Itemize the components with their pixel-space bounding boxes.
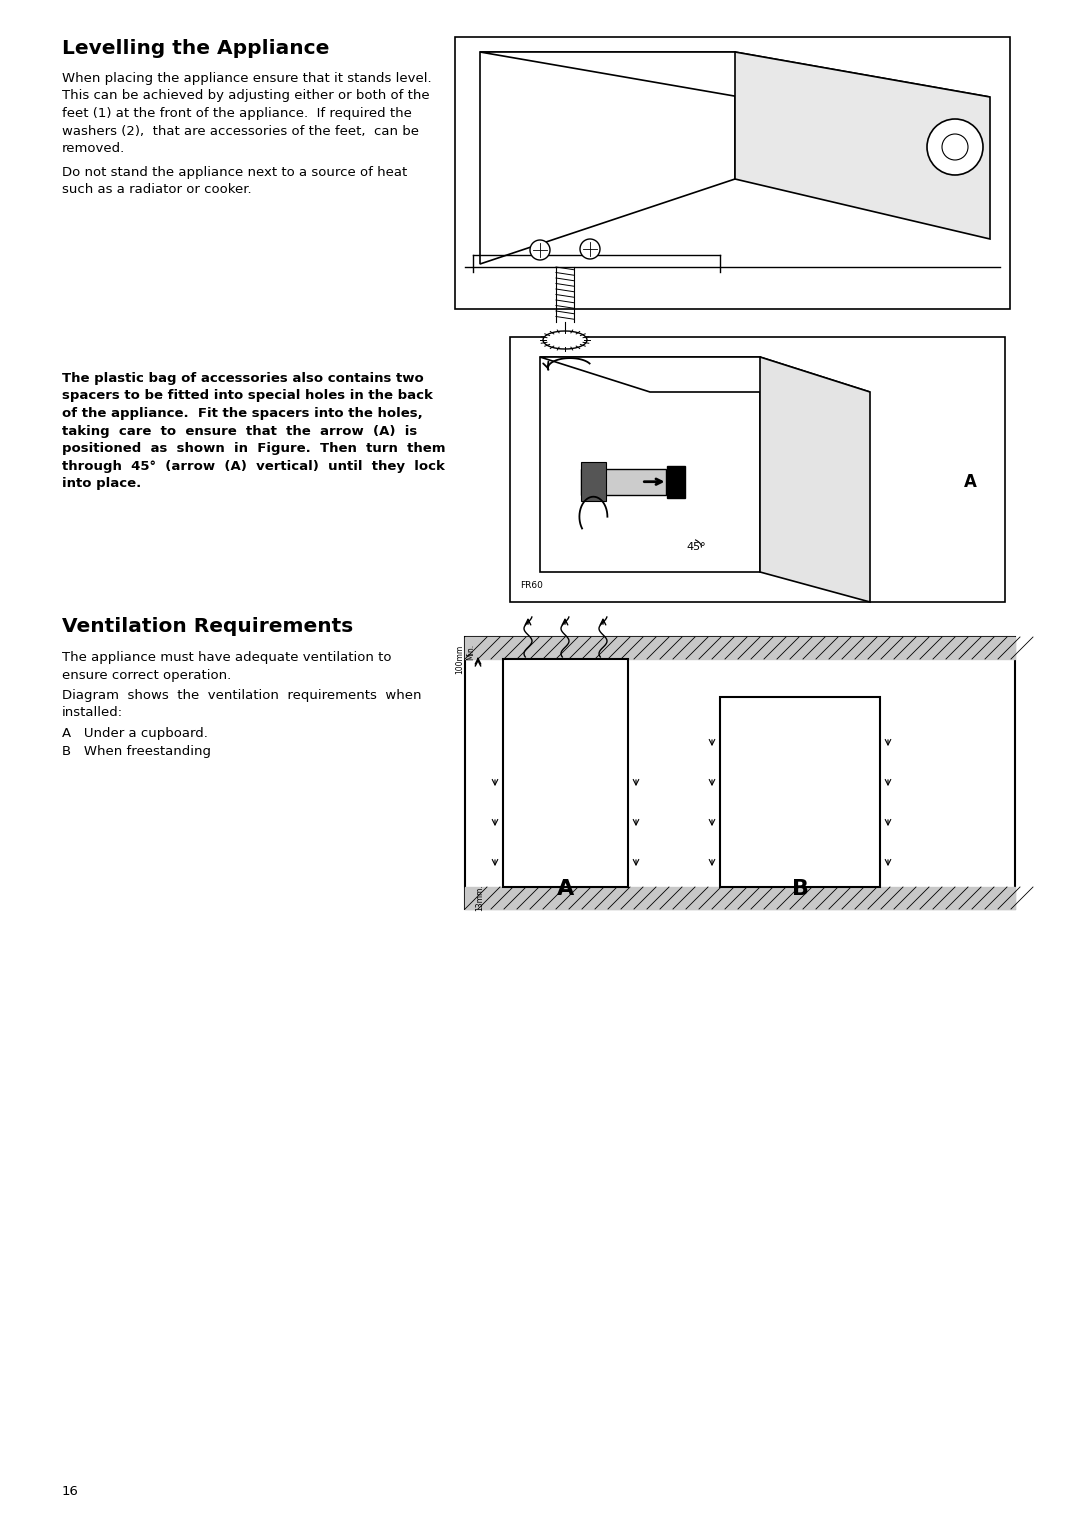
Text: installed:: installed: — [62, 707, 123, 719]
Text: spacers to be fitted into special holes in the back: spacers to be fitted into special holes … — [62, 389, 433, 403]
Text: such as a radiator or cooker.: such as a radiator or cooker. — [62, 183, 252, 195]
Text: into place.: into place. — [62, 476, 141, 490]
Polygon shape — [581, 469, 666, 495]
Text: This can be achieved by adjusting either or both of the: This can be achieved by adjusting either… — [62, 90, 430, 102]
Bar — [455, 37, 1010, 308]
Text: FR60: FR60 — [519, 580, 543, 589]
Polygon shape — [465, 637, 1015, 660]
Text: 45°: 45° — [687, 542, 706, 551]
Text: Levelling the Appliance: Levelling the Appliance — [62, 40, 329, 58]
Text: of the appliance.  Fit the spacers into the holes,: of the appliance. Fit the spacers into t… — [62, 408, 422, 420]
Circle shape — [530, 240, 550, 260]
Circle shape — [927, 119, 983, 176]
Polygon shape — [480, 52, 735, 264]
Polygon shape — [480, 52, 990, 98]
Text: A   Under a cupboard.: A Under a cupboard. — [62, 727, 207, 741]
Polygon shape — [540, 357, 870, 392]
Polygon shape — [540, 357, 760, 573]
Text: Do not stand the appliance next to a source of heat: Do not stand the appliance next to a sou… — [62, 165, 407, 179]
Text: through  45°  (arrow  (A)  vertical)  until  they  lock: through 45° (arrow (A) vertical) until t… — [62, 460, 445, 472]
Text: A: A — [963, 473, 976, 490]
Polygon shape — [760, 357, 870, 602]
Text: Diagram  shows  the  ventilation  requirements  when: Diagram shows the ventilation requiremen… — [62, 689, 421, 702]
Ellipse shape — [543, 331, 588, 350]
Circle shape — [580, 240, 600, 260]
Bar — [503, 660, 627, 887]
Circle shape — [942, 134, 968, 160]
Bar — [667, 466, 686, 498]
Text: 100mm
Min.: 100mm Min. — [456, 644, 475, 673]
Polygon shape — [465, 887, 1015, 909]
Text: The plastic bag of accessories also contains two: The plastic bag of accessories also cont… — [62, 373, 423, 385]
Polygon shape — [581, 463, 606, 501]
Text: taking  care  to  ensure  that  the  arrow  (A)  is: taking care to ensure that the arrow (A)… — [62, 425, 417, 438]
Bar — [510, 337, 1005, 602]
Text: washers (2),  that are accessories of the feet,  can be: washers (2), that are accessories of the… — [62, 125, 419, 137]
Polygon shape — [735, 52, 990, 240]
Text: 16: 16 — [62, 1484, 79, 1498]
Text: A: A — [557, 880, 575, 899]
Text: 13mm.: 13mm. — [475, 884, 484, 912]
Text: B   When freestanding: B When freestanding — [62, 745, 211, 757]
Text: positioned  as  shown  in  Figure.  Then  turn  them: positioned as shown in Figure. Then turn… — [62, 441, 446, 455]
Text: B: B — [792, 880, 809, 899]
Text: When placing the appliance ensure that it stands level.: When placing the appliance ensure that i… — [62, 72, 432, 86]
Text: removed.: removed. — [62, 142, 125, 156]
Bar — [465, 637, 1015, 909]
Text: feet (1) at the front of the appliance.  If required the: feet (1) at the front of the appliance. … — [62, 107, 411, 121]
Text: Ventilation Requirements: Ventilation Requirements — [62, 617, 353, 637]
Text: The appliance must have adequate ventilation to: The appliance must have adequate ventila… — [62, 651, 391, 664]
Text: ensure correct operation.: ensure correct operation. — [62, 669, 231, 681]
Bar — [720, 696, 880, 887]
